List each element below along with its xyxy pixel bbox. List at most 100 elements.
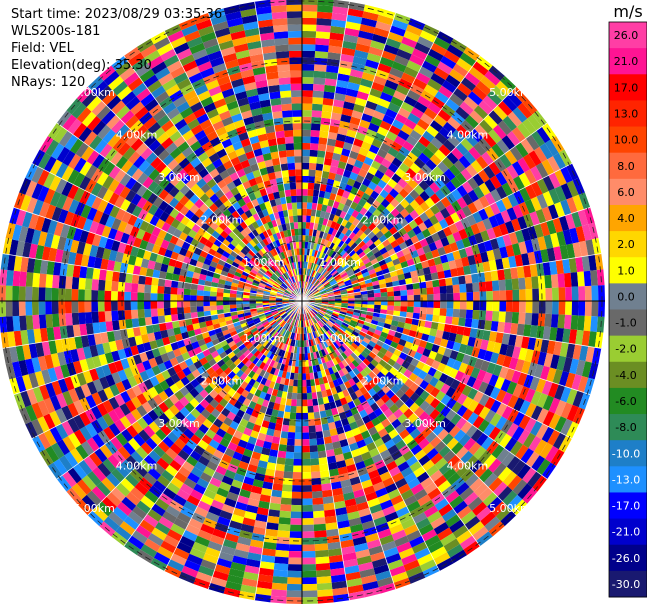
range-gate xyxy=(464,515,481,531)
range-gate xyxy=(272,240,278,249)
range-gate xyxy=(190,101,204,113)
range-gate xyxy=(341,445,351,454)
range-gate xyxy=(102,458,116,473)
range-gate xyxy=(302,419,309,427)
range-gate xyxy=(212,158,223,169)
range-gate xyxy=(244,209,253,219)
range-gate xyxy=(339,311,347,316)
range-gate xyxy=(337,328,345,335)
range-gate xyxy=(221,453,233,464)
range-gate xyxy=(425,431,438,443)
range-gate xyxy=(288,358,293,367)
range-gate xyxy=(101,364,112,377)
range-gate xyxy=(252,526,266,536)
range-gate xyxy=(347,239,355,248)
range-gate xyxy=(337,240,345,248)
range-gate xyxy=(345,364,353,373)
range-gate xyxy=(255,218,264,227)
range-gate xyxy=(373,564,390,575)
range-gate xyxy=(349,421,359,431)
range-gate xyxy=(315,243,321,251)
range-gate xyxy=(416,360,426,371)
range-gate xyxy=(418,179,430,191)
range-gate xyxy=(478,487,493,502)
range-gate xyxy=(347,584,364,594)
range-gate xyxy=(348,322,357,328)
range-gate xyxy=(203,301,210,307)
range-gate xyxy=(331,314,339,319)
range-gate xyxy=(111,310,119,321)
range-gate xyxy=(346,178,356,187)
range-gate xyxy=(440,184,452,197)
range-gate xyxy=(184,402,195,413)
range-gate xyxy=(287,30,302,38)
range-gate xyxy=(327,131,338,140)
range-gate xyxy=(136,196,148,209)
range-gate xyxy=(231,219,240,228)
range-gate xyxy=(389,523,404,535)
range-gate xyxy=(395,356,405,366)
range-gate xyxy=(272,483,283,491)
range-gate xyxy=(219,169,230,180)
range-gate xyxy=(501,451,516,467)
range-gate xyxy=(219,422,230,433)
range-gate xyxy=(49,191,62,207)
range-gate xyxy=(243,226,252,235)
range-gate xyxy=(139,351,149,363)
range-gate xyxy=(321,304,329,307)
range-gate xyxy=(318,404,326,412)
range-gate xyxy=(218,380,228,390)
range-gate xyxy=(286,316,292,324)
range-gate xyxy=(334,348,341,357)
range-gate xyxy=(102,129,116,144)
range-gate xyxy=(469,477,484,492)
range-gate xyxy=(343,319,351,325)
range-gate xyxy=(227,222,236,232)
range-gate xyxy=(468,66,485,81)
range-gate xyxy=(325,185,333,193)
range-gate xyxy=(318,336,323,344)
range-gate xyxy=(392,315,400,322)
range-gate xyxy=(219,339,228,348)
range-gate xyxy=(176,488,191,501)
range-gate xyxy=(12,270,21,287)
range-gate xyxy=(345,571,361,581)
range-gate xyxy=(350,144,362,154)
range-gate xyxy=(139,68,155,83)
range-gate xyxy=(385,212,396,222)
range-gate xyxy=(397,107,411,119)
range-gate xyxy=(369,503,383,514)
range-gate xyxy=(363,435,374,446)
range-gate xyxy=(267,455,278,464)
range-gate xyxy=(358,183,368,193)
range-gate xyxy=(298,228,302,236)
range-gate xyxy=(406,151,419,163)
range-gate xyxy=(410,146,423,158)
range-gate xyxy=(293,268,297,276)
range-gate xyxy=(565,372,576,389)
range-gate xyxy=(174,400,185,412)
range-gate xyxy=(86,437,100,452)
range-gate xyxy=(419,190,430,202)
range-gate xyxy=(249,457,260,467)
range-gate xyxy=(197,151,209,163)
range-gate xyxy=(391,173,402,184)
range-gate xyxy=(153,551,171,566)
range-gate xyxy=(433,475,448,488)
range-gate xyxy=(328,328,335,336)
range-gate xyxy=(365,463,378,474)
range-gate xyxy=(333,500,346,510)
range-gate xyxy=(202,361,212,371)
range-gate xyxy=(302,432,310,440)
range-gate xyxy=(61,405,74,421)
range-gate xyxy=(255,513,268,523)
range-gate xyxy=(22,344,32,360)
range-gate xyxy=(205,511,220,523)
range-gate xyxy=(271,104,283,113)
range-gate xyxy=(434,177,446,190)
range-gate xyxy=(89,220,100,234)
range-gate xyxy=(224,469,236,480)
range-gate xyxy=(201,434,213,445)
range-gate xyxy=(226,181,237,191)
range-gate xyxy=(302,445,310,453)
